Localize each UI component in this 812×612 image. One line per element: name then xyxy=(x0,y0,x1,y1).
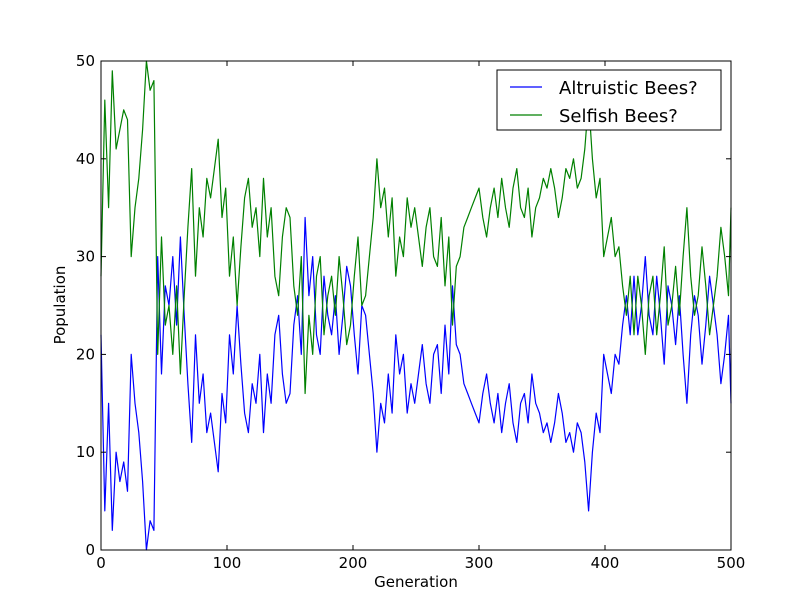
y-tick-label: 40 xyxy=(76,150,95,168)
y-tick-label: 50 xyxy=(76,52,95,70)
x-tick-label: 200 xyxy=(339,554,368,572)
x-tick-label: 0 xyxy=(96,554,106,572)
y-axis-label: Population xyxy=(51,266,69,345)
plot-frame xyxy=(100,60,732,551)
legend: Altruistic Bees? Selfish Bees? xyxy=(496,69,722,131)
series-line-1 xyxy=(100,60,732,395)
legend-label-altruistic: Altruistic Bees? xyxy=(559,78,698,99)
x-tick-label: 300 xyxy=(465,554,494,572)
y-tick-label: 10 xyxy=(76,443,95,461)
ticks-layer: 0 100 200 300 400 500 0 10 20 30 40 50 xyxy=(76,52,745,572)
series-layer xyxy=(100,60,732,551)
plot-area xyxy=(101,61,731,550)
x-axis-label: Generation xyxy=(374,573,458,591)
y-tick-label: 20 xyxy=(76,345,95,363)
series-line-0 xyxy=(100,216,732,551)
x-tick-label: 100 xyxy=(213,554,242,572)
x-tick-label: 500 xyxy=(717,554,746,572)
y-tick-label: 0 xyxy=(85,541,95,559)
legend-box xyxy=(496,69,722,131)
x-tick-label: 400 xyxy=(591,554,620,572)
y-tick-label: 30 xyxy=(76,248,95,266)
legend-label-selfish: Selfish Bees? xyxy=(559,106,678,127)
